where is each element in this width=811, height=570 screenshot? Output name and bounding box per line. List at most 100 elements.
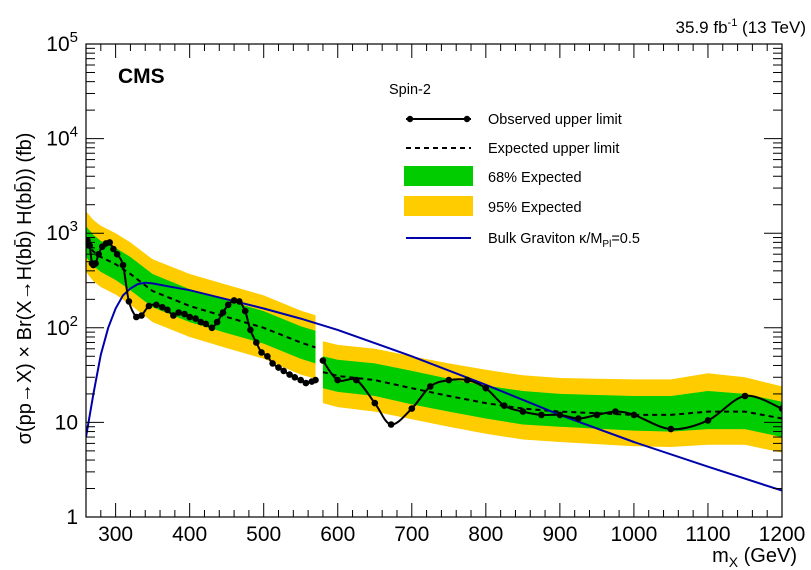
observed-point [208, 324, 216, 332]
observed-point [110, 245, 117, 253]
plot-frame [85, 43, 783, 518]
x-tick-label: 1200 [759, 523, 806, 546]
observed-point [667, 425, 675, 433]
legend-95-label: 95% Expected [488, 200, 582, 216]
y-tick-base: 10 [46, 33, 69, 56]
y-tick-exponent: 4 [70, 124, 78, 141]
observed-point [224, 301, 232, 309]
observed-point [312, 376, 319, 384]
observed-point [138, 312, 145, 319]
y-tick-base: 10 [46, 128, 69, 151]
observed-point [192, 315, 199, 322]
x-tick-label: 600 [320, 523, 355, 546]
observed-point [170, 312, 177, 319]
observed-point [92, 260, 99, 267]
observed-point [125, 298, 133, 305]
observed-point [86, 242, 93, 249]
observed-point [427, 383, 434, 390]
observed-point [219, 309, 227, 316]
y-tick-label: 1 [66, 506, 78, 529]
y-tick-exponent: 3 [70, 218, 78, 235]
x-tick-label: 1100 [685, 523, 730, 546]
observed-point [247, 326, 254, 334]
axis-ticks: 300 400 500 600 700 800 900 1000 1100 12001101021… [46, 29, 805, 546]
observed-point [538, 411, 545, 419]
observed-point [230, 297, 238, 304]
observed-point [445, 376, 453, 384]
band68-low-mass [86, 226, 316, 364]
observed-point [519, 408, 527, 415]
observed-point [264, 353, 271, 360]
lumi-value: 35.9 fb [676, 18, 728, 37]
experiment-label: CMS [118, 65, 165, 88]
legend-title: Spin-2 [389, 82, 431, 98]
y-tick-exponent: 2 [70, 313, 78, 330]
x-axis-title-unit: (GeV) [738, 545, 797, 567]
observed-point [119, 261, 127, 269]
observed-point [556, 411, 564, 419]
observed-point [630, 411, 638, 419]
observed-point [371, 399, 379, 407]
observed-point [286, 371, 293, 378]
observed-point [175, 309, 182, 316]
observed-point [593, 411, 601, 419]
legend-expected-label: Expected upper limit [488, 141, 619, 157]
luminosity-label: 35.9 fb-1 (13 TeV) [676, 17, 806, 37]
observed-point [575, 415, 582, 422]
legend-theory-label-main: Bulk Graviton κ/M [488, 231, 602, 247]
observed-point [186, 313, 193, 321]
y-axis-title: σ(pp→X) × Br(X→H(bb̄) H(bb̄)) (fb) [13, 133, 36, 445]
legend-theory-label: Bulk Graviton κ/MPl=0.5 [488, 231, 640, 250]
observed-point [164, 306, 171, 314]
observed-point [269, 360, 276, 367]
legend-68-swatch [404, 166, 473, 186]
expected-line-low-mass [86, 241, 316, 349]
x-tick-label: 400 [172, 523, 207, 546]
lumi-exponent: -1 [728, 17, 738, 29]
observed-point [153, 301, 160, 309]
observed-point [297, 376, 305, 384]
x-tick-label: 700 [394, 523, 429, 546]
y-tick-label: 102 [46, 313, 78, 340]
observed-point [213, 318, 221, 326]
y-tick-label: 103 [46, 218, 78, 245]
x-tick-label: 900 [542, 523, 577, 546]
observed-point [197, 318, 205, 326]
legend: Spin-2 Observed upper limit Expected upp… [389, 82, 640, 250]
x-tick-label: 500 [246, 523, 281, 546]
legend-observed-marker-left [406, 115, 414, 123]
y-tick-label: 10 [55, 411, 78, 434]
observed-point [133, 313, 140, 321]
observed-point [95, 250, 102, 258]
observed-point [202, 320, 210, 328]
observed-point [275, 364, 282, 371]
legend-observed-label: Observed upper limit [488, 112, 622, 128]
y-tick-exponent: 5 [70, 29, 78, 46]
y-tick-base: 10 [46, 317, 69, 340]
observed-point [181, 310, 188, 318]
observed-point [778, 405, 782, 412]
x-axis-title-main: m [712, 545, 729, 567]
observed-line-high-mass [322, 359, 782, 431]
observed-point [387, 421, 395, 428]
y-tick-base: 10 [46, 222, 69, 245]
observed-point [291, 374, 299, 381]
theory-line [86, 281, 782, 492]
observed-point [334, 376, 342, 384]
observed-point [106, 239, 113, 246]
lumi-suffix: (13 TeV) [737, 18, 806, 37]
observed-point [501, 402, 508, 410]
observed-point [252, 339, 260, 346]
observed-point [319, 357, 327, 364]
observed-point [464, 376, 471, 384]
x-tick-label: 800 [468, 523, 503, 546]
observed-point [145, 302, 153, 310]
observed-point [241, 307, 249, 315]
observed-point [612, 408, 619, 415]
legend-68-label: 68% Expected [488, 170, 582, 186]
legend-theory-label-sub: Pl [602, 239, 611, 250]
legend-theory-label-tail: =0.5 [611, 231, 640, 247]
y-tick-label: 104 [46, 124, 78, 151]
observed-point [408, 405, 416, 412]
expected-line-high-mass [322, 371, 782, 420]
